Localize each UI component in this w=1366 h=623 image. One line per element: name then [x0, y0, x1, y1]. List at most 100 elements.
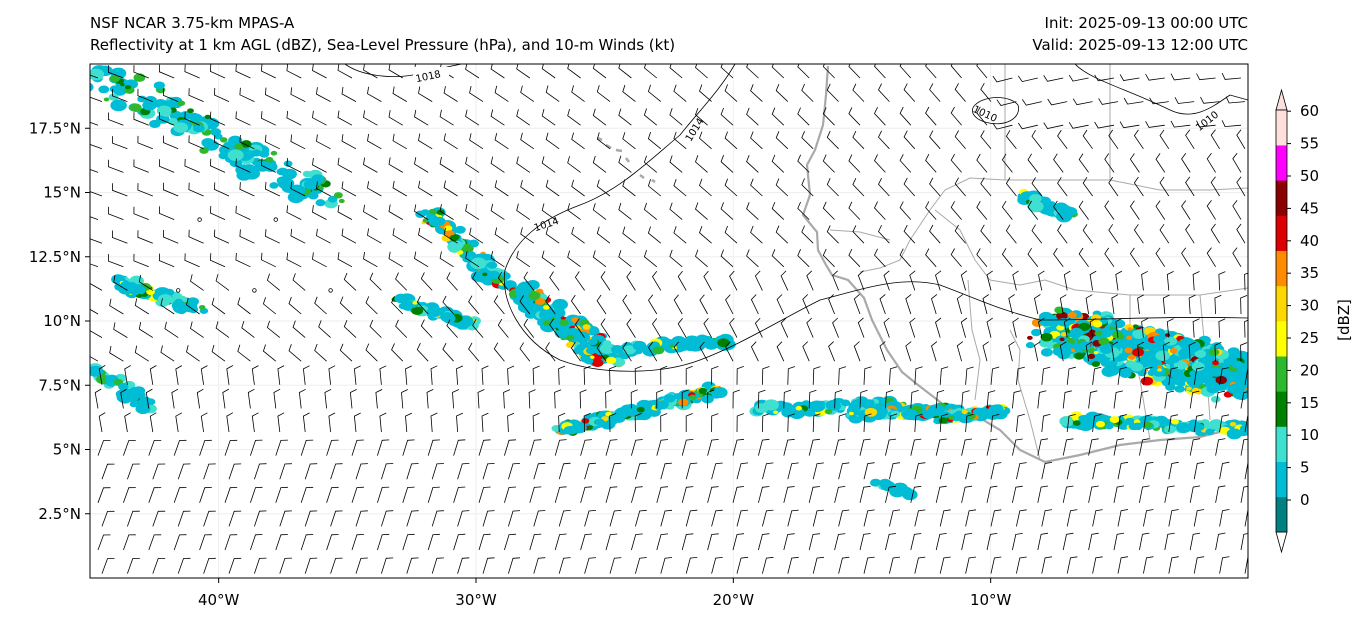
- wind-barb: [1181, 153, 1191, 173]
- wind-barb: [939, 556, 951, 574]
- wind-barb: [405, 365, 412, 385]
- wind-barb: [1119, 121, 1140, 129]
- wind-barb: [247, 388, 255, 409]
- wind-barb: [950, 64, 962, 79]
- echo-cell: [1087, 353, 1096, 360]
- wind-barb: [580, 533, 593, 551]
- echo-cell: [636, 406, 645, 413]
- wind-barb: [1088, 532, 1099, 551]
- wind-barb: [516, 250, 531, 268]
- wind-barb: [137, 230, 153, 244]
- wind-barb: [123, 534, 136, 551]
- wind-barb: [1159, 223, 1170, 244]
- echo-cell: [193, 124, 205, 133]
- wind-barb: [1085, 294, 1093, 315]
- wind-barb-calm: [252, 288, 257, 293]
- echo-cell: [108, 93, 119, 101]
- wind-barb: [148, 440, 162, 456]
- wind-barb: [889, 462, 901, 480]
- wind-barb: [583, 412, 591, 433]
- echo-cell: [1194, 349, 1207, 359]
- wind-barb: [184, 253, 200, 268]
- echo-cell: [1253, 359, 1259, 363]
- wind-barb: [631, 439, 643, 456]
- wind-barb: [660, 557, 673, 574]
- wind-barb: [113, 275, 128, 291]
- wind-barb: [1219, 556, 1230, 574]
- echo-cell: [1027, 200, 1044, 213]
- wind-barb: [503, 389, 511, 409]
- wind-barb: [134, 298, 150, 315]
- wind-barb: [439, 156, 454, 173]
- lat-tick-label: 5°N: [53, 441, 81, 459]
- echo-cell: [455, 320, 470, 330]
- wind-barb: [211, 344, 226, 362]
- wind-barb: [695, 249, 708, 268]
- wind-barb: [725, 341, 734, 362]
- wind-barb: [112, 230, 128, 244]
- wind-barb: [162, 229, 179, 244]
- echo-cell: [582, 324, 591, 330]
- wind-barb: [707, 533, 719, 551]
- wind-barb: [828, 341, 835, 362]
- title-block: NSF NCAR 3.75-km MPAS-A Reflectivity at …: [90, 12, 675, 56]
- echo-cell: [90, 82, 94, 92]
- wind-barb: [392, 180, 408, 197]
- echo-cell: [1132, 329, 1147, 340]
- wind-barb: [1057, 224, 1068, 244]
- wind-barb: [622, 341, 632, 362]
- wind-barb: [369, 272, 382, 291]
- wind-barb: [290, 87, 306, 102]
- wind-barb: [703, 270, 712, 291]
- wind-barb: [222, 388, 230, 409]
- wind-barb: [1094, 74, 1115, 82]
- echo-cell: [1112, 319, 1126, 329]
- echo-cell: [652, 347, 660, 353]
- echo-cell: [1256, 382, 1268, 391]
- echo-cell: [109, 75, 120, 83]
- wind-barb: [1189, 390, 1200, 409]
- wind-barb: [1119, 74, 1140, 81]
- wind-barb: [260, 158, 276, 173]
- echo-cell: [394, 293, 408, 304]
- wind-barb: [780, 317, 789, 338]
- wind-barb: [822, 201, 835, 220]
- wind-barb: [1092, 414, 1102, 433]
- wind-barb: [288, 296, 302, 315]
- wind-barb: [808, 486, 820, 503]
- colorbar-segment: [1276, 391, 1287, 427]
- wind-barb: [1244, 272, 1248, 291]
- wind-barb: [298, 388, 306, 409]
- wind-barb: [558, 462, 571, 480]
- echo-cell: [315, 199, 326, 207]
- wind-barb: [554, 533, 567, 551]
- wind-barb: [1137, 341, 1144, 362]
- wind-barb: [312, 110, 327, 126]
- wind-barb: [903, 224, 916, 244]
- wind-barb: [711, 462, 723, 480]
- wind-barb: [343, 272, 357, 291]
- wind-barb: [965, 413, 974, 433]
- wind-barb: [304, 463, 318, 480]
- wind-barb: [1219, 509, 1230, 527]
- echo-cell: [1091, 361, 1100, 368]
- wind-barb: [490, 109, 505, 126]
- wind-barb: [1168, 556, 1179, 574]
- echo-cell: [265, 156, 274, 163]
- wind-barb: [508, 463, 521, 480]
- wind-barb: [312, 205, 327, 220]
- echo-cell: [1072, 416, 1079, 422]
- wind-barb: [647, 179, 662, 197]
- wind-barb: [175, 412, 183, 433]
- wind-barb: [133, 159, 149, 173]
- wind-barb: [416, 295, 429, 315]
- wind-barb: [98, 412, 106, 433]
- echo-cell: [1209, 366, 1224, 377]
- wind-barb: [188, 229, 204, 244]
- wind-barb: [1066, 556, 1078, 574]
- wind-barb: [899, 106, 912, 126]
- wind-barb: [826, 130, 839, 150]
- wind-barb: [1143, 366, 1153, 385]
- wind-barb: [720, 202, 734, 220]
- wind-barb: [720, 155, 734, 173]
